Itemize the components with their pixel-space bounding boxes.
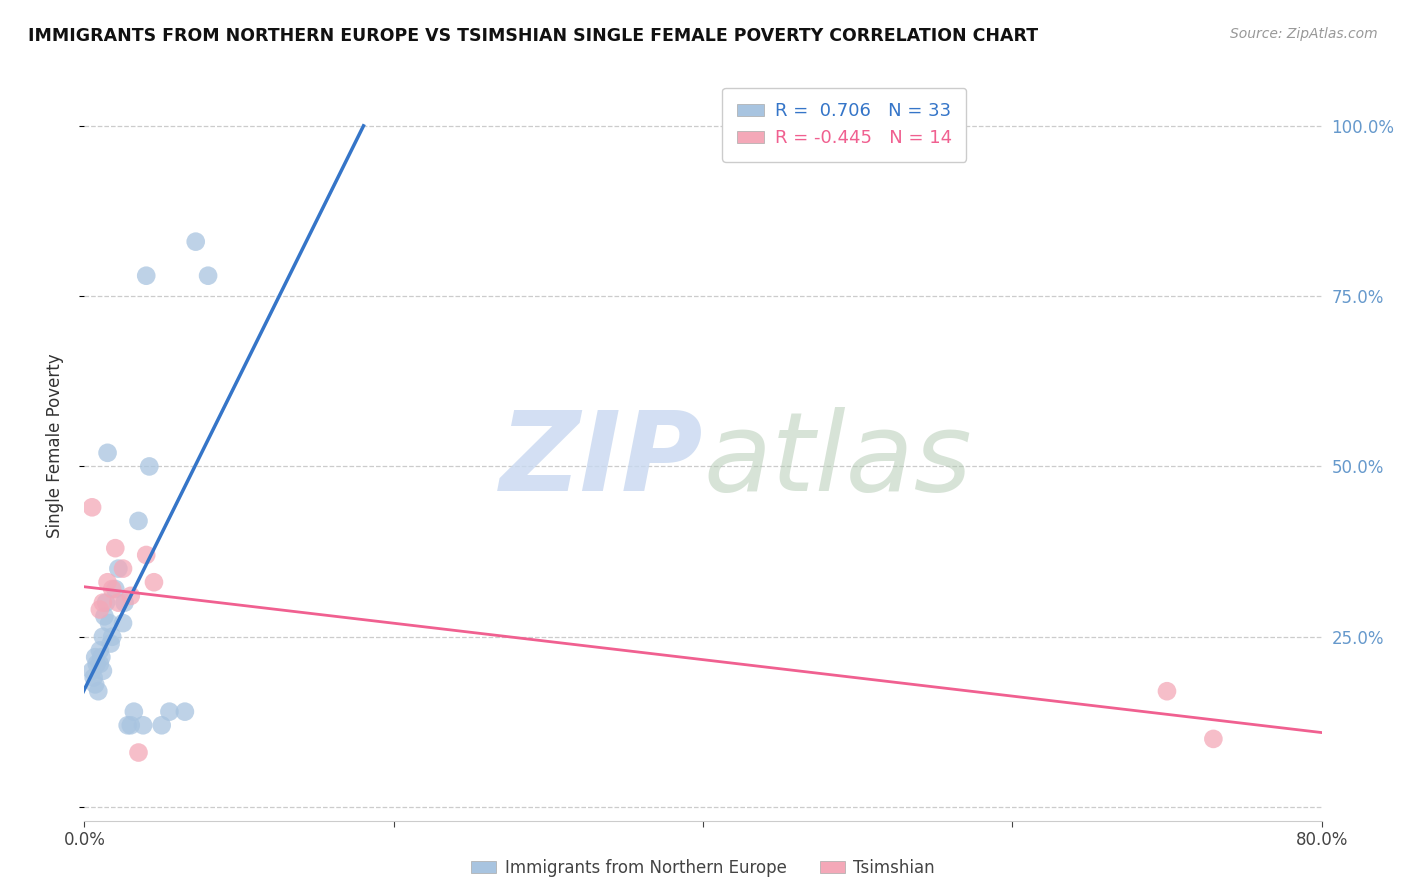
Point xyxy=(87,684,110,698)
Point xyxy=(89,657,111,671)
Point xyxy=(132,718,155,732)
Point xyxy=(104,541,127,556)
Point xyxy=(82,664,104,678)
Text: Source: ZipAtlas.com: Source: ZipAtlas.com xyxy=(1230,27,1378,41)
Point xyxy=(135,548,157,562)
Point xyxy=(150,718,173,732)
Point xyxy=(114,596,136,610)
Point xyxy=(94,596,117,610)
Legend: Immigrants from Northern Europe, Tsimshian: Immigrants from Northern Europe, Tsimshi… xyxy=(464,853,942,884)
Point xyxy=(101,630,124,644)
Point xyxy=(1156,684,1178,698)
Point xyxy=(89,602,111,616)
Point xyxy=(86,657,108,671)
Point xyxy=(89,643,111,657)
Point xyxy=(84,650,107,665)
Point xyxy=(112,616,135,631)
Point xyxy=(197,268,219,283)
Point xyxy=(84,677,107,691)
Point xyxy=(138,459,160,474)
Point xyxy=(174,705,197,719)
Point xyxy=(83,671,105,685)
Point xyxy=(127,746,149,760)
Point xyxy=(91,596,114,610)
Point xyxy=(184,235,207,249)
Point xyxy=(159,705,180,719)
Point xyxy=(120,718,142,732)
Text: ZIP: ZIP xyxy=(499,408,703,515)
Y-axis label: Single Female Poverty: Single Female Poverty xyxy=(45,354,63,538)
Point xyxy=(96,446,118,460)
Point xyxy=(127,514,149,528)
Point xyxy=(120,589,142,603)
Point xyxy=(82,500,104,515)
Point xyxy=(143,575,166,590)
Point xyxy=(96,575,118,590)
Point xyxy=(107,561,129,575)
Point xyxy=(91,630,114,644)
Point xyxy=(107,596,129,610)
Legend: R =  0.706   N = 33, R = -0.445   N = 14: R = 0.706 N = 33, R = -0.445 N = 14 xyxy=(723,88,966,161)
Point xyxy=(90,650,112,665)
Text: atlas: atlas xyxy=(703,408,972,515)
Point xyxy=(100,636,122,650)
Point xyxy=(93,609,115,624)
Point xyxy=(1202,731,1225,746)
Point xyxy=(98,616,121,631)
Point xyxy=(91,664,114,678)
Text: IMMIGRANTS FROM NORTHERN EUROPE VS TSIMSHIAN SINGLE FEMALE POVERTY CORRELATION C: IMMIGRANTS FROM NORTHERN EUROPE VS TSIMS… xyxy=(28,27,1038,45)
Point xyxy=(112,561,135,575)
Point xyxy=(104,582,127,596)
Point xyxy=(122,705,145,719)
Point xyxy=(101,582,124,596)
Point xyxy=(135,268,157,283)
Point xyxy=(117,718,139,732)
